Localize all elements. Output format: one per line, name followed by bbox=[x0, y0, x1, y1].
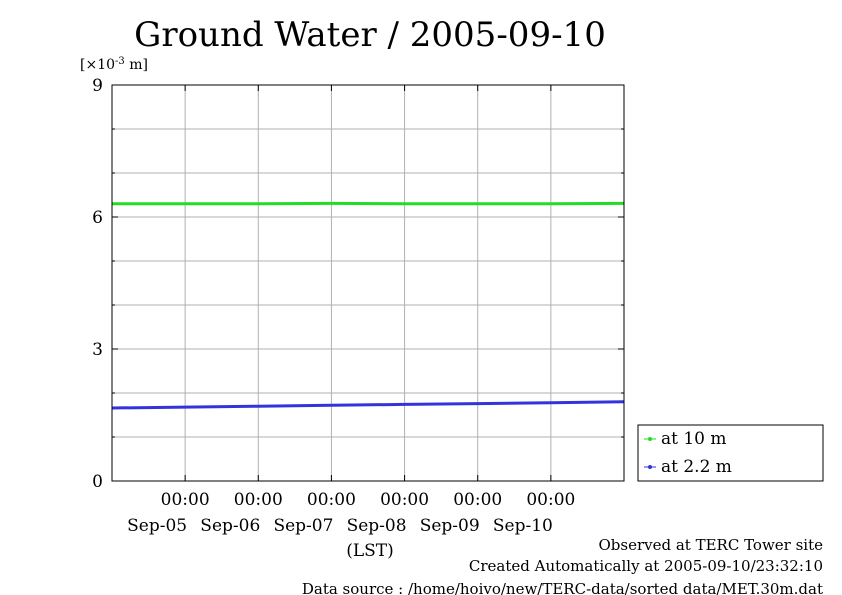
x-tick-time-label: 00:00 bbox=[307, 490, 356, 510]
footer-observed: Observed at TERC Tower site bbox=[598, 536, 823, 554]
x-tick-date-label: Sep-08 bbox=[347, 516, 407, 536]
series-group bbox=[111, 201, 625, 410]
y-tick-label: 3 bbox=[92, 340, 103, 360]
legend-box bbox=[637, 424, 824, 482]
x-tick-date-label: Sep-06 bbox=[200, 516, 260, 536]
x-tick-date-label: Sep-07 bbox=[273, 516, 333, 536]
y-tick-label: 0 bbox=[92, 472, 103, 492]
footer-created: Created Automatically at 2005-09-10/23:3… bbox=[469, 557, 823, 575]
x-tick-time-label: 00:00 bbox=[380, 490, 429, 510]
legend-label: at 10 m bbox=[661, 429, 727, 449]
footer-source: Data source : /home/hoivo/new/TERC-data/… bbox=[302, 580, 823, 595]
y-axis-unit: [×10-3 m] bbox=[80, 56, 148, 73]
legend-label: at 2.2 m bbox=[661, 457, 732, 477]
x-axis-label: (LST) bbox=[346, 541, 394, 561]
y-axis: 0 3 6 9 bbox=[92, 76, 624, 492]
y-tick-label: 9 bbox=[92, 76, 103, 96]
x-tick-time-label: 00:00 bbox=[161, 490, 210, 510]
grid bbox=[112, 85, 624, 481]
x-tick-date-label: Sep-09 bbox=[420, 516, 480, 536]
x-tick-time-label: 00:00 bbox=[234, 490, 283, 510]
x-tick-time-label: 00:00 bbox=[453, 490, 502, 510]
series-line bbox=[111, 400, 625, 410]
legend: at 10 m at 2.2 m bbox=[637, 424, 824, 482]
x-tick-date-label: Sep-05 bbox=[127, 516, 187, 536]
legend-swatch-marker bbox=[648, 437, 652, 441]
x-axis: 00:00 Sep-05 00:00 Sep-06 00:00 Sep-07 00:00 Se… bbox=[127, 85, 575, 536]
x-tick-date-label: Sep-10 bbox=[493, 516, 553, 536]
legend-swatch-marker bbox=[648, 465, 652, 469]
chart-title: Ground Water / 2005-09-10 bbox=[134, 15, 606, 55]
plot-frame bbox=[111, 84, 625, 482]
y-tick-label: 6 bbox=[92, 208, 103, 228]
x-tick-time-label: 00:00 bbox=[526, 490, 575, 510]
